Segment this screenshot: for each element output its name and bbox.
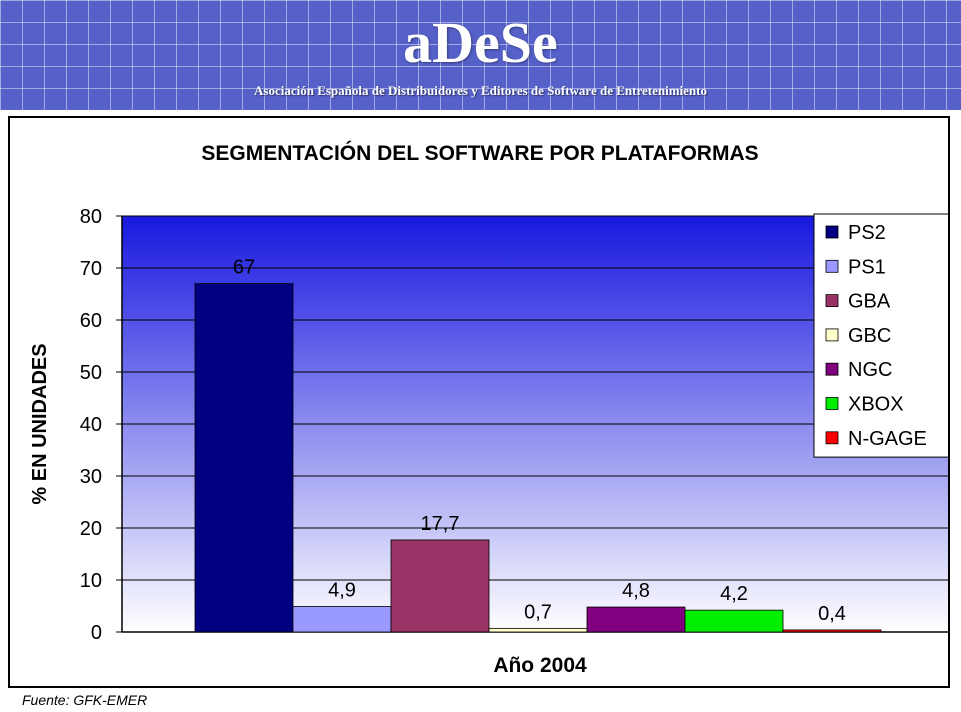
legend-swatch-n-gage [825,431,839,445]
y-tick-label: 30 [80,466,102,488]
bar-chart: SEGMENTACIÓN DEL SOFTWARE POR PLATAFORMA… [29,141,948,677]
legend-label-ps1: PS1 [848,256,886,278]
legend-label-ngc: NGC [848,359,892,381]
y-tick-label: 50 [80,362,102,384]
bar-n-gage [782,629,882,633]
bar-gbc [488,627,588,633]
data-label-ps2: 67 [233,257,255,279]
organization-name: Asociación Española de Distribuidores y … [254,83,707,98]
data-label-gbc: 0,7 [524,601,552,623]
legend-label-gba: GBA [848,291,891,313]
source-note: Fuente: GFK-EMER [22,692,148,708]
brand-logo: aDeSe [403,10,558,75]
legend-swatch-xbox [825,397,839,410]
bar-xbox [684,609,784,633]
header-banner: aDeSe Asociación Española de Distribuido… [0,0,961,110]
data-label-gba: 17,7 [421,513,460,535]
data-label-ngc: 4,8 [622,580,650,602]
legend-swatch-gbc [825,328,839,342]
legend-swatch-ps1 [825,259,839,273]
y-tick-label: 10 [80,570,102,592]
y-tick-label: 0 [91,622,102,644]
legend-label-n-gage: N-GAGE [848,428,927,450]
bar-gba [390,539,490,633]
y-tick-label: 60 [80,310,102,332]
legend-swatch-ngc [825,362,839,376]
y-tick-label: 40 [80,414,102,436]
y-tick-label: 80 [80,206,102,228]
data-label-n-gage: 0,4 [818,603,846,625]
bar-ps2 [194,283,294,633]
legend-label-xbox: XBOX [848,394,904,416]
chart-title: SEGMENTACIÓN DEL SOFTWARE POR PLATAFORMA… [201,141,758,165]
y-tick-label: 20 [80,518,102,540]
y-tick-label: 70 [80,258,102,280]
legend-swatch-gba [825,294,839,308]
y-axis-label: % EN UNIDADES [29,343,51,504]
chart-frame: SEGMENTACIÓN DEL SOFTWARE POR PLATAFORMA… [8,116,950,688]
plot-area: 0 10 20 30 40 50 60 70 80 67 4,9 17,7 0,7 4,8 4,2 0,4 Añ… [29,206,948,677]
legend-swatch-ps2 [825,225,839,239]
legend-label-ps2: PS2 [848,222,886,244]
bar-ngc [586,606,686,633]
x-axis-label: Año 2004 [493,654,587,677]
legend-label-gbc: GBC [848,325,891,347]
data-label-xbox: 4,2 [720,583,748,605]
bar-ps1 [292,606,392,633]
data-label-ps1: 4,9 [328,580,356,602]
